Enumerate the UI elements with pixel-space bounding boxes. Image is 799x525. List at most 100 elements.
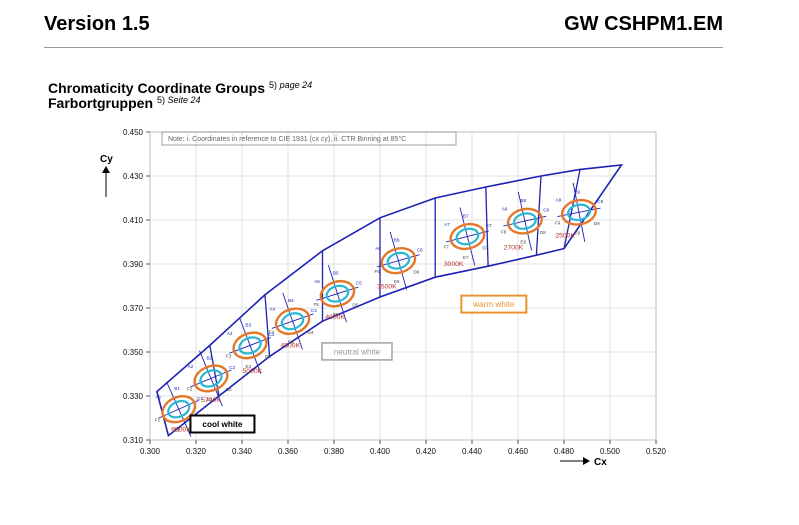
bin-label: A2 xyxy=(188,364,194,369)
bin-label: D5 xyxy=(352,303,358,308)
group-divider xyxy=(264,294,271,357)
bin-label: A3 xyxy=(227,331,233,336)
group-divider xyxy=(563,169,581,249)
y-tick-label: 0.390 xyxy=(123,260,144,269)
x-axis-arrow-head xyxy=(583,457,590,465)
x-tick-label: 0.520 xyxy=(646,447,667,456)
bin-label: E7 xyxy=(463,255,469,260)
plot-area xyxy=(149,131,657,441)
group-divider xyxy=(535,175,542,256)
bin-label: F1 xyxy=(155,417,161,422)
bin-label: C3 xyxy=(268,332,274,337)
bin-label: A4 xyxy=(269,307,275,312)
sub-bin-divider xyxy=(271,313,314,329)
section-title-de-ref-num: 5) xyxy=(157,95,166,105)
section-title-de: Farbortgruppen 5) Seite 24 xyxy=(48,95,201,111)
outer-tolerance-ellipse xyxy=(319,279,356,308)
bin-label: B3 xyxy=(246,322,252,327)
sub-bin-divider xyxy=(158,399,200,419)
y-tick-label: 0.430 xyxy=(123,172,144,181)
y-tick-label: 0.350 xyxy=(123,348,144,357)
cct-label: 3000K xyxy=(444,261,464,268)
bin-label: B9 xyxy=(574,189,580,194)
outer-tolerance-ellipse xyxy=(161,395,197,424)
x-tick-label: 0.300 xyxy=(140,447,161,456)
outer-tolerance-ellipse xyxy=(449,222,486,251)
bin-label: E5 xyxy=(333,312,339,317)
bin-label: C5 xyxy=(356,280,362,285)
inner-tolerance-ellipse xyxy=(199,369,223,388)
bin-label: C4 xyxy=(311,308,317,313)
section-title-de-ref: 5) Seite 24 xyxy=(157,95,201,105)
y-tick-label: 0.450 xyxy=(123,128,144,137)
x-tick-label: 0.400 xyxy=(370,447,391,456)
section-title-en: Chromaticity Coordinate Groups 5) page 24 xyxy=(48,80,312,96)
bin-label: F2 xyxy=(187,387,193,392)
bin-label: D4 xyxy=(308,330,314,335)
inner-tolerance-ellipse xyxy=(455,227,480,246)
bin-label: E6 xyxy=(394,279,400,284)
bin-label: B5 xyxy=(333,271,339,276)
bin-label: B4 xyxy=(288,298,294,303)
bin-label: F3 xyxy=(226,354,232,359)
bin-label: E9 xyxy=(574,231,580,236)
y-tick-label: 0.410 xyxy=(123,216,144,225)
bin-label: C2 xyxy=(229,365,235,370)
inner-tolerance-ellipse xyxy=(280,312,305,331)
bin-label: D9 xyxy=(594,221,600,226)
chart-note-box xyxy=(161,131,457,146)
bin-label: F4 xyxy=(269,329,275,334)
x-tick-label: 0.360 xyxy=(278,447,299,456)
bin-label: B1 xyxy=(174,386,180,391)
outer-tolerance-ellipse xyxy=(380,247,417,275)
inner-tolerance-ellipse xyxy=(238,336,262,355)
bin-label: C9 xyxy=(597,199,603,204)
bin-label: F5 xyxy=(314,302,320,307)
y-tick-label: 0.310 xyxy=(123,436,144,445)
x-tick-label: 0.320 xyxy=(186,447,207,456)
sub-bin-divider xyxy=(557,207,601,218)
bin-label: A1 xyxy=(156,395,162,400)
bin-label: C8 xyxy=(543,208,549,213)
cct-label: 6500K xyxy=(171,427,191,434)
outer-tolerance-ellipse xyxy=(274,307,311,336)
x-tick-label: 0.340 xyxy=(232,447,253,456)
cct-label: 5000K xyxy=(243,368,263,375)
cct-label: 2700K xyxy=(504,245,524,252)
bin-label: C6 xyxy=(417,247,423,252)
x-tick-label: 0.480 xyxy=(554,447,575,456)
bin-label: A5 xyxy=(314,279,320,284)
section-title-de-text: Farbortgruppen xyxy=(48,95,153,111)
warm-white-label: warm white xyxy=(472,300,515,309)
bin-label: D3 xyxy=(265,354,271,359)
sub-bin-divider xyxy=(190,369,232,388)
bin-label: D6 xyxy=(413,270,419,275)
sub-bin-divider xyxy=(503,215,547,227)
x-tick-label: 0.440 xyxy=(462,447,483,456)
bin-label: D8 xyxy=(540,230,546,235)
bin-label: A7 xyxy=(444,222,450,227)
bin-label: F6 xyxy=(374,269,380,274)
cool-white-label: cool white xyxy=(202,420,242,429)
group-divider xyxy=(485,186,489,267)
bin-label: E1 xyxy=(174,428,180,433)
cct-label: 3500K xyxy=(377,284,397,291)
y-axis-arrow-head xyxy=(102,166,110,173)
section-title-en-ref: 5) page 24 xyxy=(269,80,312,90)
bin-label: B8 xyxy=(520,198,526,203)
bin-label: C7 xyxy=(486,223,492,228)
outer-tolerance-ellipse xyxy=(232,331,268,360)
chart-note: Note: i. Coordinates in reference to CIE… xyxy=(168,135,406,143)
bin-label: B6 xyxy=(394,238,400,243)
header-divider xyxy=(44,47,723,48)
x-tick-label: 0.500 xyxy=(600,447,621,456)
bin-label: A9 xyxy=(556,198,562,203)
inner-tolerance-ellipse xyxy=(167,399,191,419)
y-tick-label: 0.370 xyxy=(123,304,144,313)
bin-label: B7 xyxy=(463,214,469,219)
sub-bin-divider xyxy=(377,254,420,268)
bin-label: E4 xyxy=(288,340,294,345)
bin-label: F9 xyxy=(555,221,561,226)
bin-label: A8 xyxy=(502,207,508,212)
